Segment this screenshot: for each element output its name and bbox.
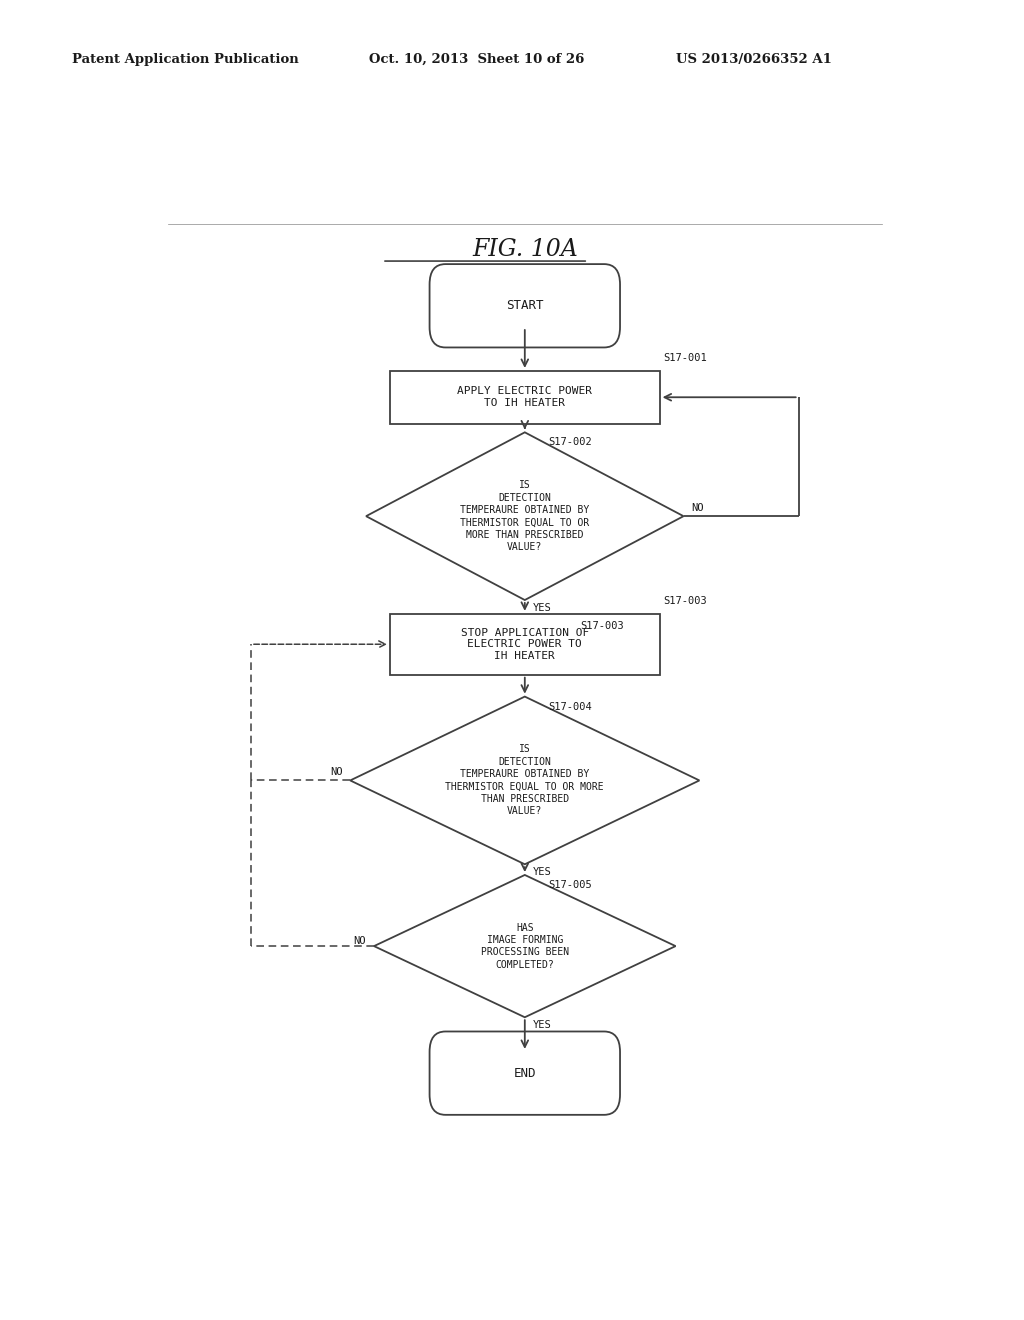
- Text: S17-003: S17-003: [664, 595, 708, 606]
- Text: Patent Application Publication: Patent Application Publication: [72, 53, 298, 66]
- FancyBboxPatch shape: [430, 1031, 620, 1115]
- FancyBboxPatch shape: [430, 264, 620, 347]
- Text: IS
DETECTION
TEMPERAURE OBTAINED BY
THERMISTOR EQUAL TO OR MORE
THAN PRESCRIBED
: IS DETECTION TEMPERAURE OBTAINED BY THER…: [445, 744, 604, 817]
- Text: YES: YES: [532, 603, 552, 612]
- Bar: [390, 614, 659, 675]
- Text: START: START: [506, 300, 544, 313]
- Text: NO: NO: [353, 936, 367, 946]
- Text: S17-002: S17-002: [549, 437, 592, 447]
- Text: NO: NO: [691, 503, 703, 513]
- Text: IS
DETECTION
TEMPERAURE OBTAINED BY
THERMISTOR EQUAL TO OR
MORE THAN PRESCRIBED
: IS DETECTION TEMPERAURE OBTAINED BY THER…: [460, 480, 590, 552]
- Text: END: END: [514, 1067, 536, 1080]
- Text: APPLY ELECTRIC POWER
TO IH HEATER: APPLY ELECTRIC POWER TO IH HEATER: [458, 387, 592, 408]
- Polygon shape: [350, 697, 699, 865]
- Text: US 2013/0266352 A1: US 2013/0266352 A1: [676, 53, 831, 66]
- Text: S17-004: S17-004: [549, 702, 592, 711]
- Polygon shape: [374, 875, 676, 1018]
- Text: NO: NO: [330, 767, 342, 777]
- Text: FIG. 10A: FIG. 10A: [472, 239, 578, 261]
- Text: STOP APPLICATION OF
ELECTRIC POWER TO
IH HEATER: STOP APPLICATION OF ELECTRIC POWER TO IH…: [461, 627, 589, 661]
- Polygon shape: [367, 433, 684, 601]
- Bar: [390, 371, 659, 424]
- Text: S17-005: S17-005: [549, 880, 592, 890]
- Text: YES: YES: [532, 1020, 552, 1031]
- Text: Oct. 10, 2013  Sheet 10 of 26: Oct. 10, 2013 Sheet 10 of 26: [369, 53, 584, 66]
- Text: HAS
IMAGE FORMING
PROCESSING BEEN
COMPLETED?: HAS IMAGE FORMING PROCESSING BEEN COMPLE…: [480, 923, 569, 970]
- Text: S17-003: S17-003: [581, 622, 624, 631]
- Text: S17-001: S17-001: [664, 352, 708, 363]
- Text: YES: YES: [532, 867, 552, 878]
